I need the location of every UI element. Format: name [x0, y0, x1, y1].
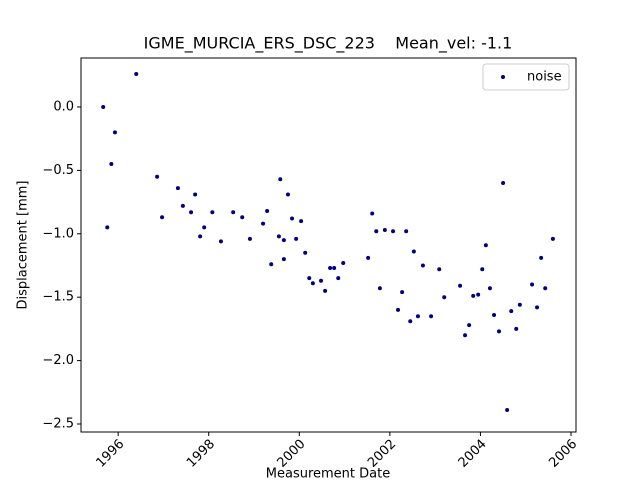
legend-marker — [501, 75, 505, 79]
point — [278, 177, 283, 182]
point — [483, 243, 488, 248]
point — [471, 293, 476, 298]
point — [307, 276, 312, 281]
x-axis-label: Measurement Date — [266, 467, 390, 480]
point — [134, 71, 139, 76]
point — [341, 260, 346, 265]
point — [175, 186, 180, 191]
point — [261, 221, 266, 226]
y-tick-label: −2.0 — [42, 353, 74, 368]
x-tick-label: 2006 — [546, 437, 580, 471]
point — [218, 239, 223, 244]
point — [543, 286, 548, 291]
point — [535, 305, 540, 310]
point — [160, 215, 165, 220]
point — [476, 292, 481, 297]
point — [281, 257, 286, 262]
point — [276, 234, 281, 239]
point — [467, 323, 472, 328]
point — [497, 329, 502, 334]
point — [514, 326, 519, 331]
point — [463, 333, 468, 338]
point — [415, 314, 420, 319]
point — [487, 286, 492, 291]
point — [404, 229, 409, 234]
point — [198, 234, 203, 239]
legend-box — [482, 63, 570, 91]
point — [374, 229, 379, 234]
point — [290, 216, 295, 221]
point — [420, 263, 425, 268]
point — [109, 162, 114, 167]
y-tick-label: −1.0 — [42, 226, 74, 241]
point — [382, 227, 387, 232]
point — [294, 236, 299, 241]
point — [396, 307, 401, 312]
point — [247, 236, 252, 241]
chart-title: IGME_MURCIA_ERS_DSC_223 Mean_vel: -1.1 — [144, 34, 513, 54]
point — [269, 262, 274, 267]
point — [370, 211, 375, 216]
point — [323, 288, 328, 293]
point — [299, 219, 304, 224]
point — [391, 229, 396, 234]
y-tick-label: 0.0 — [53, 99, 74, 114]
point — [303, 250, 308, 255]
point — [265, 208, 270, 213]
point — [437, 267, 442, 272]
point — [202, 225, 207, 230]
point — [101, 104, 106, 109]
point — [281, 238, 286, 243]
point — [189, 210, 194, 215]
point — [411, 249, 416, 254]
point — [155, 174, 160, 179]
point — [377, 286, 382, 291]
point — [442, 295, 447, 300]
point — [408, 319, 413, 324]
point — [112, 130, 117, 135]
y-tick-label: −0.5 — [42, 163, 74, 178]
point — [231, 210, 236, 215]
point — [539, 255, 544, 260]
x-tick-label: 2004 — [456, 437, 490, 471]
x-tick-label: 1996 — [93, 437, 127, 471]
point — [492, 312, 497, 317]
y-tick-label: −1.5 — [42, 290, 74, 305]
point — [180, 203, 185, 208]
point — [530, 282, 535, 287]
point — [458, 283, 463, 288]
point — [550, 236, 555, 241]
point — [210, 210, 215, 215]
point — [310, 281, 315, 286]
point — [400, 290, 405, 295]
point — [429, 314, 434, 319]
point — [240, 215, 245, 220]
point — [501, 181, 506, 186]
legend-label: noise — [527, 70, 562, 85]
point — [193, 192, 198, 197]
point — [366, 255, 371, 260]
point — [480, 267, 485, 272]
y-axis-label: Displacement [mm] — [16, 181, 31, 310]
y-tick-label: −2.5 — [42, 417, 74, 432]
point — [319, 278, 324, 283]
plot-frame — [80, 57, 577, 433]
point — [328, 266, 333, 271]
point — [509, 309, 514, 314]
point — [105, 225, 110, 230]
point — [285, 192, 290, 197]
point — [332, 266, 337, 271]
x-tick-label: 1998 — [184, 437, 218, 471]
point — [517, 302, 522, 307]
point — [505, 408, 510, 413]
point — [336, 276, 341, 281]
